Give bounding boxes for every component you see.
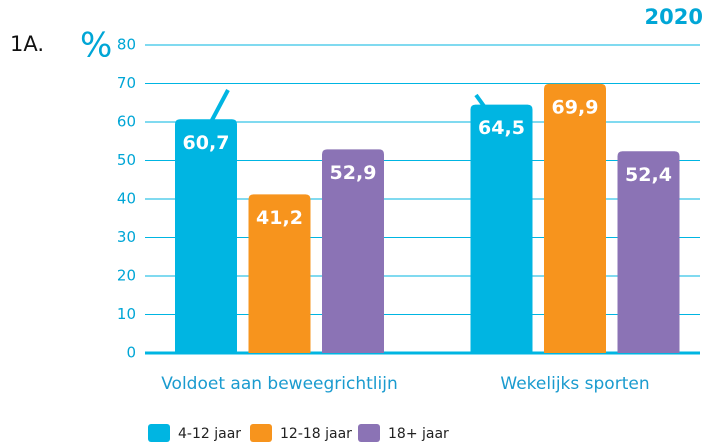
y-tick-label: 40 xyxy=(117,190,136,208)
legend-swatch xyxy=(250,424,272,442)
bar xyxy=(248,194,311,353)
y-tick-label: 10 xyxy=(117,305,136,323)
chart-label: 1A. xyxy=(10,32,44,56)
y-tick-label: 20 xyxy=(117,267,136,285)
y-axis-label: % xyxy=(80,26,112,66)
value-label: 60,7 xyxy=(183,132,230,154)
value-label: 52,4 xyxy=(625,164,672,186)
pointer xyxy=(209,89,230,123)
x-tick-label: Wekelijks sporten xyxy=(500,374,649,394)
bar xyxy=(544,83,606,353)
y-tick-label: 30 xyxy=(117,228,136,246)
x-tick-label: Voldoet aan beweegrichtlijn xyxy=(161,374,397,394)
y-tick-label: 50 xyxy=(117,151,136,169)
year: 2020 xyxy=(645,5,703,29)
bar xyxy=(322,149,384,353)
bar xyxy=(175,119,237,354)
value-label: 41,2 xyxy=(256,207,303,229)
legend-label: 18+ jaar xyxy=(388,426,449,442)
y-tick-label: 60 xyxy=(117,113,136,131)
value-label: 69,9 xyxy=(552,96,599,118)
legend-swatch xyxy=(358,424,380,442)
legend-label: 12-18 jaar xyxy=(280,426,352,442)
bar xyxy=(470,104,533,353)
y-tick-label: 0 xyxy=(126,344,136,362)
bar xyxy=(617,151,680,353)
y-tick-label: 80 xyxy=(117,36,136,54)
value-label: 52,9 xyxy=(330,162,377,184)
y-tick-label: 70 xyxy=(117,74,136,92)
legend-label: 4-12 jaar xyxy=(178,426,241,442)
value-label: 64,5 xyxy=(478,117,525,139)
legend-swatch xyxy=(148,424,170,442)
